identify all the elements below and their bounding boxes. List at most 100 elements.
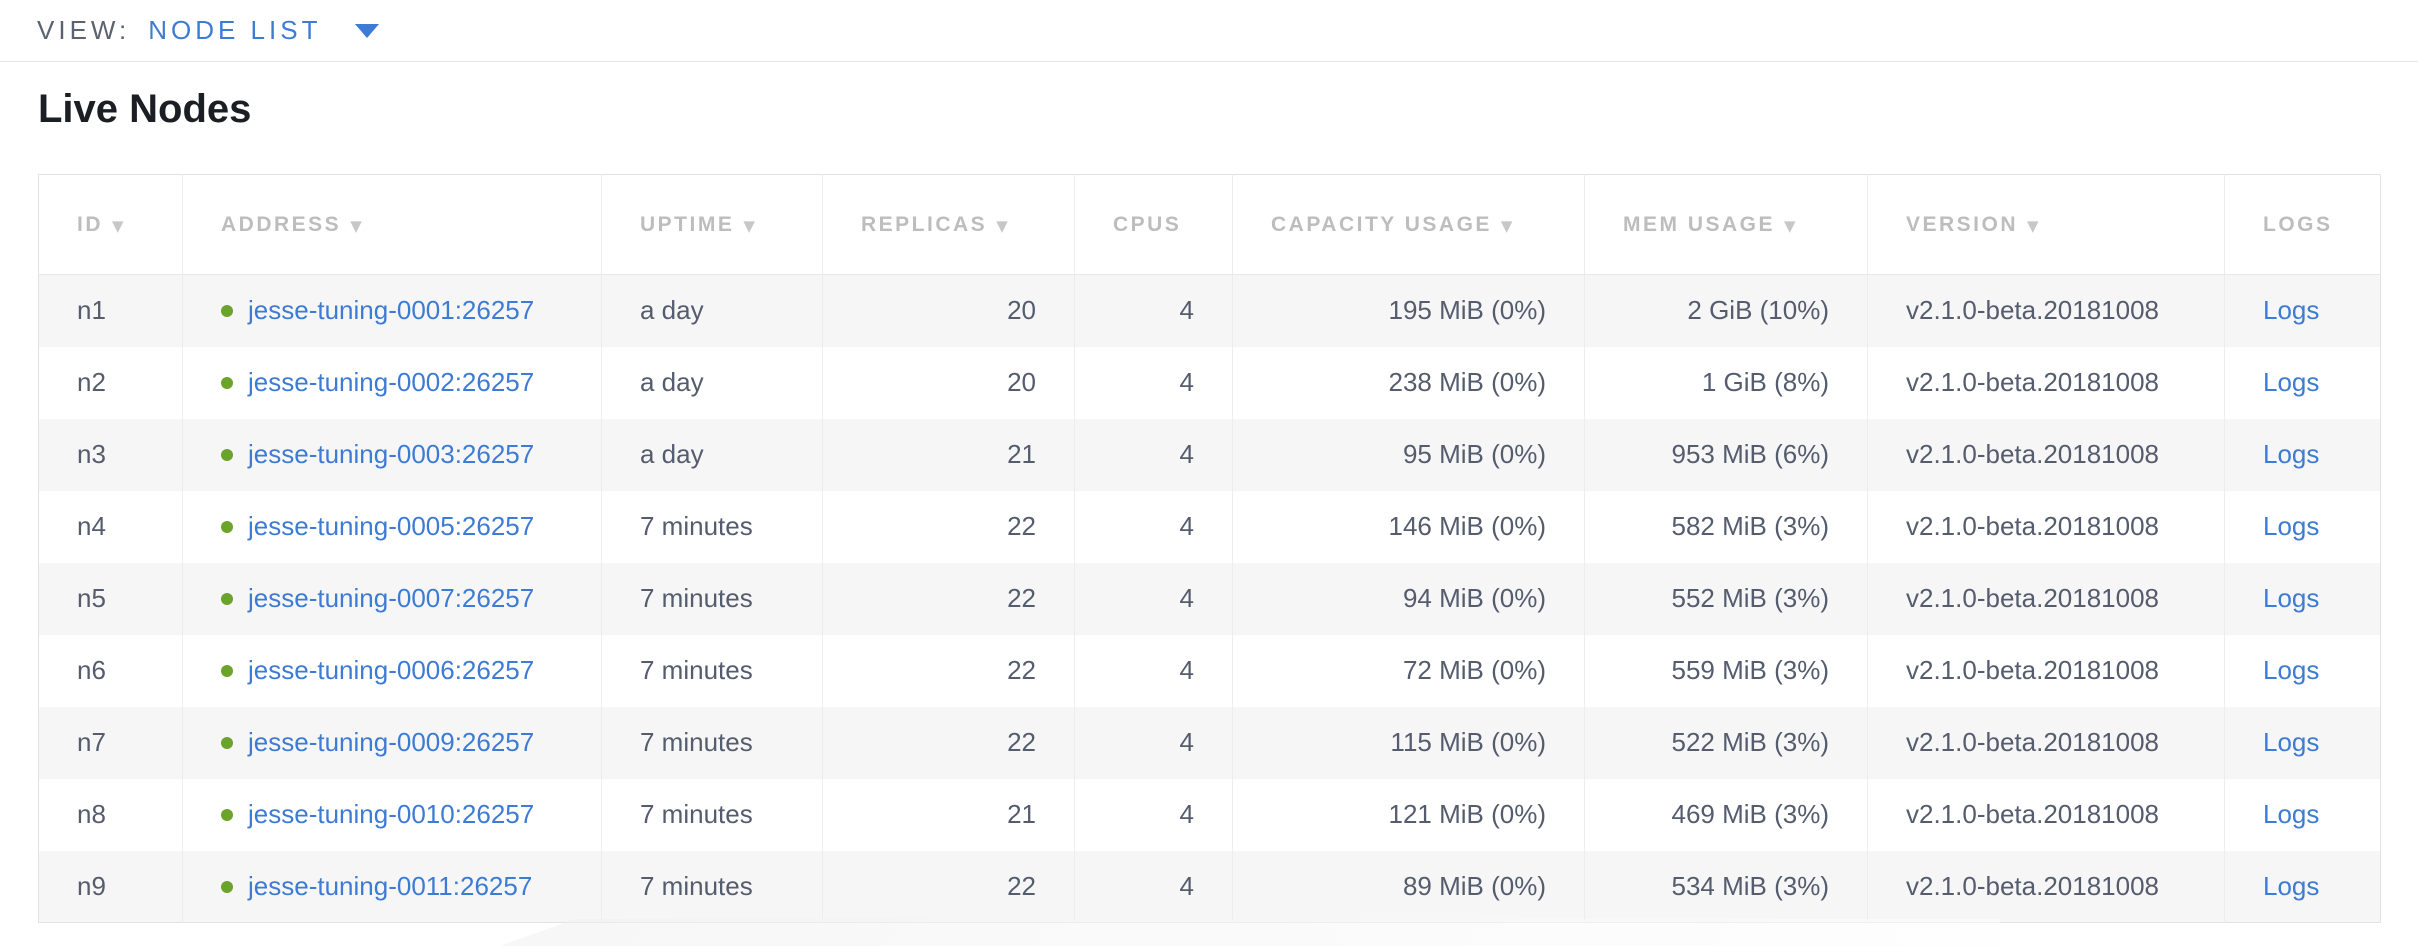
node-version-cell: v2.1.0-beta.20181008 xyxy=(1867,706,2225,779)
table-row: n3 jesse-tuning-0003:26257 a day 21 4 95… xyxy=(38,418,2381,491)
node-cpus-cell: 4 xyxy=(1074,418,1233,491)
logs-link[interactable]: Logs xyxy=(2263,511,2320,541)
node-capacity-usage-cell: 95 MiB (0%) xyxy=(1232,418,1585,491)
node-replicas-cell: 21 xyxy=(822,418,1075,491)
node-capacity-usage-cell: 72 MiB (0%) xyxy=(1232,634,1585,707)
bottom-swoosh-decoration xyxy=(500,919,2000,946)
node-address-link[interactable]: jesse-tuning-0001:26257 xyxy=(248,295,535,326)
node-address-link[interactable]: jesse-tuning-0010:26257 xyxy=(248,799,535,829)
node-replicas-cell: 21 xyxy=(822,778,1075,851)
node-uptime-cell: 7 minutes xyxy=(601,562,823,635)
node-address-cell: jesse-tuning-0006:26257 xyxy=(182,634,602,707)
node-cpus-cell: 4 xyxy=(1074,490,1233,563)
node-cpus-cell: 4 xyxy=(1074,274,1233,347)
node-address-link[interactable]: jesse-tuning-0011:26257 xyxy=(248,870,533,901)
node-live-status-dot-icon xyxy=(221,449,233,461)
chevron-down-icon xyxy=(355,23,380,38)
node-logs-cell: Logs xyxy=(2224,418,2381,491)
page-title: Live Nodes xyxy=(38,87,252,131)
sort-desc-icon: ▼ xyxy=(2027,216,2042,235)
node-live-status-dot-icon xyxy=(221,305,233,318)
logs-link[interactable]: Logs xyxy=(2263,367,2320,397)
node-mem-usage-cell: 559 MiB (3%) xyxy=(1584,634,1868,707)
node-replicas-cell: 22 xyxy=(822,706,1075,779)
node-replicas-cell: 22 xyxy=(822,850,1075,923)
node-id-cell: n8 xyxy=(38,778,183,851)
node-capacity-usage-cell: 146 MiB (0%) xyxy=(1232,490,1585,563)
node-logs-cell: Logs xyxy=(2224,562,2381,635)
logs-link[interactable]: Logs xyxy=(2263,727,2320,757)
node-id-cell: n2 xyxy=(38,346,183,419)
sort-desc-icon: ▼ xyxy=(350,216,365,235)
node-uptime-cell: a day xyxy=(601,418,823,491)
node-mem-usage-cell: 534 MiB (3%) xyxy=(1584,850,1868,923)
column-header-replicas[interactable]: REPLICAS ▼ xyxy=(822,174,1075,275)
table-row: n8 jesse-tuning-0010:26257 7 minutes 21 … xyxy=(38,778,2381,851)
node-live-status-dot-icon xyxy=(221,377,233,389)
node-address-link[interactable]: jesse-tuning-0003:26257 xyxy=(248,439,535,469)
node-address-cell: jesse-tuning-0005:26257 xyxy=(182,490,602,563)
node-address-link[interactable]: jesse-tuning-0006:26257 xyxy=(248,655,535,685)
view-selector-dropdown[interactable]: NODE LIST xyxy=(148,15,380,46)
column-header-cpus: CPUS xyxy=(1074,174,1233,275)
column-header-uptime[interactable]: UPTIME ▼ xyxy=(601,174,823,275)
logs-link[interactable]: Logs xyxy=(2263,870,2320,901)
main-content: Live Nodes ID ▼ ADDRESS ▼ UPTIME ▼ REPLICAS… xyxy=(0,86,2418,923)
table-row: n9 jesse-tuning-0011:26257 7 minutes 22 … xyxy=(38,850,2381,923)
node-version-cell: v2.1.0-beta.20181008 xyxy=(1867,634,2225,707)
node-replicas-cell: 20 xyxy=(822,274,1075,347)
table-row: n4 jesse-tuning-0005:26257 7 minutes 22 … xyxy=(38,490,2381,563)
node-capacity-usage-cell: 115 MiB (0%) xyxy=(1232,706,1585,779)
node-address-link[interactable]: jesse-tuning-0009:26257 xyxy=(248,727,535,757)
node-mem-usage-cell: 953 MiB (6%) xyxy=(1584,418,1868,491)
node-address-link[interactable]: jesse-tuning-0002:26257 xyxy=(248,367,535,397)
node-version-cell: v2.1.0-beta.20181008 xyxy=(1867,490,2225,563)
node-version-cell: v2.1.0-beta.20181008 xyxy=(1867,418,2225,491)
sort-desc-icon: ▼ xyxy=(743,216,758,235)
node-replicas-cell: 22 xyxy=(822,562,1075,635)
sort-desc-icon: ▼ xyxy=(112,216,127,235)
logs-link[interactable]: Logs xyxy=(2263,655,2320,685)
node-logs-cell: Logs xyxy=(2224,634,2381,707)
column-header-address[interactable]: ADDRESS ▼ xyxy=(182,174,602,275)
node-logs-cell: Logs xyxy=(2224,706,2381,779)
node-cpus-cell: 4 xyxy=(1074,346,1233,419)
node-address-cell: jesse-tuning-0007:26257 xyxy=(182,562,602,635)
node-mem-usage-cell: 1 GiB (8%) xyxy=(1584,346,1868,419)
table-row: n2 jesse-tuning-0002:26257 a day 20 4 23… xyxy=(38,346,2381,419)
node-mem-usage-cell: 2 GiB (10%) xyxy=(1584,274,1868,347)
node-capacity-usage-cell: 121 MiB (0%) xyxy=(1232,778,1585,851)
node-address-cell: jesse-tuning-0011:26257 xyxy=(182,850,602,923)
node-uptime-cell: 7 minutes xyxy=(601,706,823,779)
logs-link[interactable]: Logs xyxy=(2263,583,2320,613)
node-address-link[interactable]: jesse-tuning-0005:26257 xyxy=(248,511,535,541)
node-capacity-usage-cell: 94 MiB (0%) xyxy=(1232,562,1585,635)
node-uptime-cell: 7 minutes xyxy=(601,778,823,851)
nodes-table-body: n1 jesse-tuning-0001:26257 a day 20 4 19… xyxy=(38,274,2381,923)
node-id-cell: n9 xyxy=(38,850,183,923)
node-id-cell: n6 xyxy=(38,634,183,707)
node-id-cell: n4 xyxy=(38,490,183,563)
node-cpus-cell: 4 xyxy=(1074,778,1233,851)
logs-link[interactable]: Logs xyxy=(2263,295,2320,326)
node-cpus-cell: 4 xyxy=(1074,634,1233,707)
node-cpus-cell: 4 xyxy=(1074,850,1233,923)
column-header-version[interactable]: VERSION ▼ xyxy=(1867,174,2225,275)
logs-link[interactable]: Logs xyxy=(2263,799,2320,829)
column-header-id[interactable]: ID ▼ xyxy=(38,174,183,275)
node-replicas-cell: 22 xyxy=(822,490,1075,563)
node-mem-usage-cell: 522 MiB (3%) xyxy=(1584,706,1868,779)
sort-desc-icon: ▼ xyxy=(1500,216,1515,235)
logs-link[interactable]: Logs xyxy=(2263,439,2320,469)
column-header-mem-usage[interactable]: MEM USAGE ▼ xyxy=(1584,174,1868,275)
node-address-link[interactable]: jesse-tuning-0007:26257 xyxy=(248,583,535,613)
node-mem-usage-cell: 552 MiB (3%) xyxy=(1584,562,1868,635)
view-label: VIEW: xyxy=(37,15,131,45)
node-live-status-dot-icon xyxy=(221,880,233,893)
node-uptime-cell: 7 minutes xyxy=(601,850,823,923)
node-id-cell: n1 xyxy=(38,274,183,347)
node-version-cell: v2.1.0-beta.20181008 xyxy=(1867,778,2225,851)
column-header-capacity-usage[interactable]: CAPACITY USAGE ▼ xyxy=(1232,174,1585,275)
node-cpus-cell: 4 xyxy=(1074,706,1233,779)
node-version-cell: v2.1.0-beta.20181008 xyxy=(1867,274,2225,347)
